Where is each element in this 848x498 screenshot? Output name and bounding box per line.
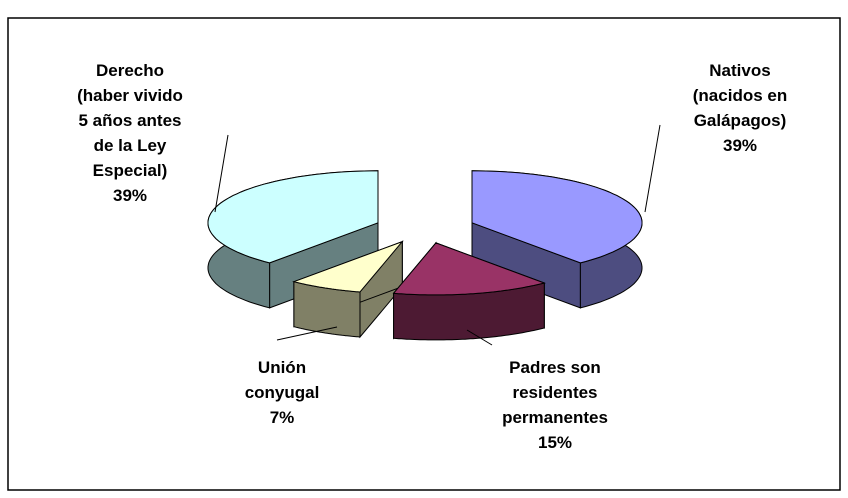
leader-line: [644, 124, 661, 213]
value-label: 7%: [269, 408, 295, 427]
value-label: 39%: [112, 186, 148, 205]
category-label: Padres son residentes permanentes: [502, 358, 608, 427]
slice-label: Nativos (nacidos en Galápagos) 39%: [650, 58, 830, 158]
slice-label: Unión conyugal 7%: [192, 355, 372, 430]
category-label: Nativos (nacidos en Galápagos): [692, 61, 788, 130]
leader-line: [276, 326, 338, 341]
category-label: Unión conyugal: [244, 358, 320, 402]
slice: [207, 170, 379, 264]
category-label: Derecho (haber vivido 5 años antes de la…: [77, 61, 183, 180]
slice: [471, 170, 643, 264]
slice: [292, 240, 404, 293]
pie: [207, 170, 643, 341]
leader-lines: [214, 124, 661, 346]
leader-line: [214, 134, 229, 213]
frame: [7, 17, 841, 491]
slice: [392, 242, 547, 296]
slice-label: Derecho (haber vivido 5 años antes de la…: [40, 58, 220, 208]
slice-label: Padres son residentes permanentes 15%: [465, 355, 645, 455]
leader-line: [466, 329, 493, 346]
value-label: 39%: [722, 136, 758, 155]
value-label: 15%: [537, 433, 573, 452]
